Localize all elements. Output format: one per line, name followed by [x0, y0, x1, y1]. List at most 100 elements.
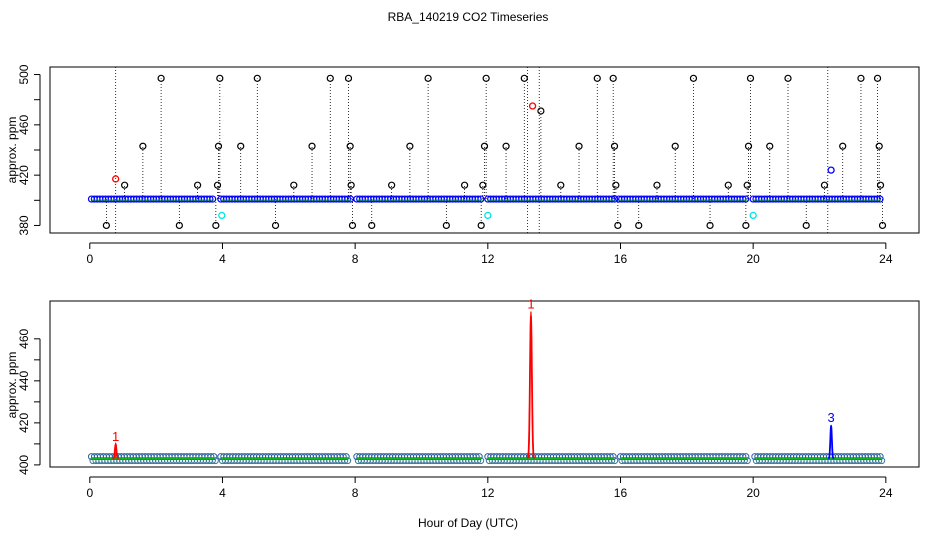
bottom-x-tick-label: 8: [352, 486, 359, 500]
top-black-point: [502, 142, 510, 150]
top-y-tick-label: 380: [17, 215, 31, 235]
top-black-point: [593, 74, 601, 82]
top-panel: approx. ppm 0 4 8 12 16 20 24 380 420 460 500: [5, 64, 920, 266]
bottom-band-point: [875, 457, 883, 465]
bottom-y-tick-label: 420: [17, 413, 31, 433]
top-black-point: [442, 221, 450, 230]
top-black-point: [820, 181, 829, 189]
top-black-point: [424, 74, 432, 82]
bottom-peak-curve: [112, 441, 119, 460]
bottom-x-tick-label: 20: [746, 486, 760, 500]
top-black-point: [609, 74, 617, 82]
top-black-point: [368, 221, 376, 230]
top-black-point: [290, 181, 298, 189]
top-black-point: [213, 181, 222, 189]
top-x-tick-label: 20: [746, 252, 760, 266]
bottom-band-point: [742, 453, 750, 461]
top-black-point: [193, 181, 202, 189]
top-cyan-circle-point: [218, 211, 226, 220]
top-black-point: [237, 142, 245, 150]
bottom-band-point: [207, 453, 215, 461]
bottom-band-point: [210, 453, 218, 461]
bottom-plot-frame: [49, 300, 920, 468]
top-y-tick-label: 420: [17, 165, 31, 185]
top-black-point: [347, 181, 355, 189]
top-black-point: [743, 181, 751, 189]
bottom-x-tick-label: 24: [879, 486, 893, 500]
bottom-peak-curve-echo: [527, 315, 536, 459]
bottom-band-point: [341, 457, 349, 465]
x-axis-label: Hour of Day (UTC): [418, 516, 518, 530]
bottom-band-point: [611, 457, 619, 465]
top-cyan-circle-point: [749, 211, 757, 220]
bottom-peak-label: 1: [112, 429, 119, 444]
chart-title: RBA_140219 CO2 Timeseries: [388, 10, 549, 24]
top-baseline-point: [608, 195, 616, 203]
top-baseline-point: [739, 195, 747, 203]
bottom-band-point: [208, 457, 216, 465]
top-baseline-point: [209, 195, 217, 203]
bottom-band-point: [743, 457, 751, 465]
top-black-point: [873, 74, 882, 82]
top-black-point: [388, 181, 396, 189]
bottom-y-tick-label: 460: [17, 328, 31, 348]
top-baseline-point: [873, 195, 881, 203]
top-black-point: [157, 74, 165, 82]
top-black-point: [479, 181, 487, 189]
top-black-point: [482, 74, 490, 82]
top-x-tick-label: 12: [481, 252, 495, 266]
top-black-point: [139, 142, 147, 150]
top-black-point: [878, 221, 887, 230]
top-black-point: [744, 142, 753, 150]
top-axes: 0 4 8 12 16 20 24 380 420 460 500: [17, 64, 893, 266]
top-black-point: [477, 221, 485, 230]
bottom-band-point: [211, 457, 219, 465]
top-black-point: [575, 142, 583, 150]
bottom-x-tick-label: 16: [614, 486, 628, 500]
top-black-point: [742, 221, 750, 230]
top-black-point: [346, 142, 354, 150]
bottom-peak-label: 1: [527, 297, 534, 312]
top-black-point: [610, 142, 619, 150]
top-black-point: [766, 142, 774, 150]
top-black-point: [876, 181, 885, 189]
bottom-y-axis-label: approx. ppm: [5, 352, 19, 419]
bottom-band-point: [477, 457, 485, 465]
top-baseline-point: [474, 195, 482, 203]
top-baseline-point: [742, 195, 750, 203]
top-black-point: [614, 221, 622, 230]
top-black-point: [537, 107, 545, 115]
bottom-x-tick-label: 12: [481, 486, 495, 500]
top-black-point: [520, 74, 528, 82]
top-black-point: [839, 142, 847, 150]
top-x-tick-label: 0: [86, 252, 93, 266]
top-black-point: [875, 142, 883, 150]
top-black-point: [212, 221, 220, 230]
top-marks: [87, 67, 887, 233]
bottom-band-point: [472, 453, 480, 461]
top-black-point: [653, 181, 661, 189]
top-black-point: [406, 142, 414, 150]
top-baseline-point: [611, 195, 619, 203]
bottom-peak-curve-echo: [526, 315, 535, 459]
top-black-point: [121, 181, 129, 189]
top-black-point: [635, 221, 643, 230]
top-black-point: [253, 74, 261, 82]
top-baseline-point: [206, 195, 214, 203]
bottom-band-point: [344, 457, 352, 465]
bottom-y-tick-label: 400: [17, 455, 31, 475]
top-black-point: [102, 221, 110, 230]
top-black-point: [216, 74, 224, 82]
bottom-band-point: [608, 457, 616, 465]
top-black-point: [214, 142, 223, 150]
top-black-point: [480, 142, 489, 150]
top-cyan-circle-point: [484, 211, 492, 220]
top-black-point: [308, 142, 316, 150]
bottom-y-tick-label: 440: [17, 371, 31, 391]
bottom-peak-curve-echo: [112, 442, 118, 459]
bottom-peak-curve: [828, 424, 835, 460]
top-black-point: [724, 181, 732, 189]
top-black-point: [348, 221, 357, 230]
bottom-band-point: [606, 453, 614, 461]
